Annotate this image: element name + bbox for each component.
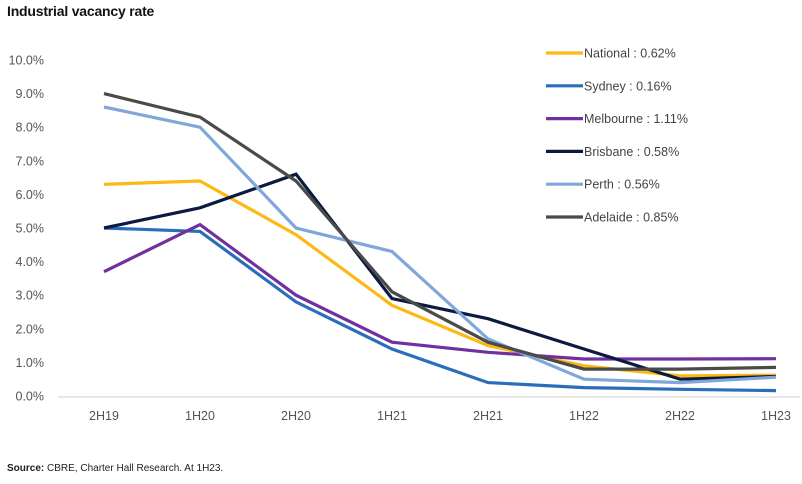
legend-item-adelaide: Adelaide : 0.85%: [546, 211, 679, 225]
x-tick-label: 2H19: [89, 409, 119, 423]
legend-label: Sydney : 0.16%: [584, 79, 672, 93]
x-tick-label: 2H22: [665, 409, 695, 423]
legend: National : 0.62% Sydney : 0.16% Melbourne …: [546, 47, 688, 225]
x-tick-label: 1H20: [185, 409, 215, 423]
y-tick-label: 1.0%: [16, 356, 45, 370]
y-tick-label: 6.0%: [16, 188, 45, 202]
series-line-sydney: [103, 226, 777, 393]
x-tick-label: 2H20: [281, 409, 311, 423]
x-tick-label: 1H22: [569, 409, 599, 423]
legend-item-brisbane: Brisbane : 0.58%: [546, 145, 679, 159]
source-note: Source: CBRE, Charter Hall Research. At …: [7, 463, 223, 474]
y-tick-label: 5.0%: [16, 222, 45, 236]
y-tick-label: 9.0%: [16, 87, 45, 101]
legend-item-national: National : 0.62%: [546, 47, 676, 61]
x-tick-label: 1H23: [761, 409, 791, 423]
legend-label: Adelaide : 0.85%: [584, 211, 679, 225]
legend-label: National : 0.62%: [584, 47, 676, 61]
y-tick-label: 4.0%: [16, 255, 45, 269]
y-axis: 0.0% 1.0% 2.0% 3.0% 4.0% 5.0% 6.0% 7.0% 8.0% 9.0%…: [9, 54, 44, 404]
legend-label: Melbourne : 1.11%: [584, 112, 688, 126]
legend-item-sydney: Sydney : 0.16%: [546, 79, 672, 93]
legend-item-perth: Perth : 0.56%: [546, 178, 660, 192]
x-tick-label: 2H21: [473, 409, 503, 423]
y-tick-label: 10.0%: [9, 54, 44, 68]
y-tick-label: 8.0%: [16, 121, 45, 135]
y-tick-label: 3.0%: [16, 289, 45, 303]
series-line-brisbane: [103, 172, 777, 381]
legend-item-melbourne: Melbourne : 1.11%: [546, 112, 688, 126]
legend-label: Brisbane : 0.58%: [584, 145, 679, 159]
series-group: [103, 92, 777, 393]
chart-title: Industrial vacancy rate: [7, 3, 155, 19]
series-line-adelaide: [103, 92, 777, 371]
y-tick-label: 0.0%: [16, 390, 45, 404]
x-tick-label: 1H21: [377, 409, 407, 423]
series-line-melbourne: [103, 222, 777, 361]
series-line-perth: [103, 105, 777, 385]
y-tick-label: 7.0%: [16, 154, 45, 168]
x-axis: 2H19 1H20 2H20 1H21 2H21 1H22 2H22 1H23: [89, 409, 791, 423]
y-tick-label: 2.0%: [16, 322, 45, 336]
legend-label: Perth : 0.56%: [584, 178, 660, 192]
source-text: CBRE, Charter Hall Research. At 1H23.: [44, 463, 224, 474]
source-label: Source:: [7, 463, 45, 474]
